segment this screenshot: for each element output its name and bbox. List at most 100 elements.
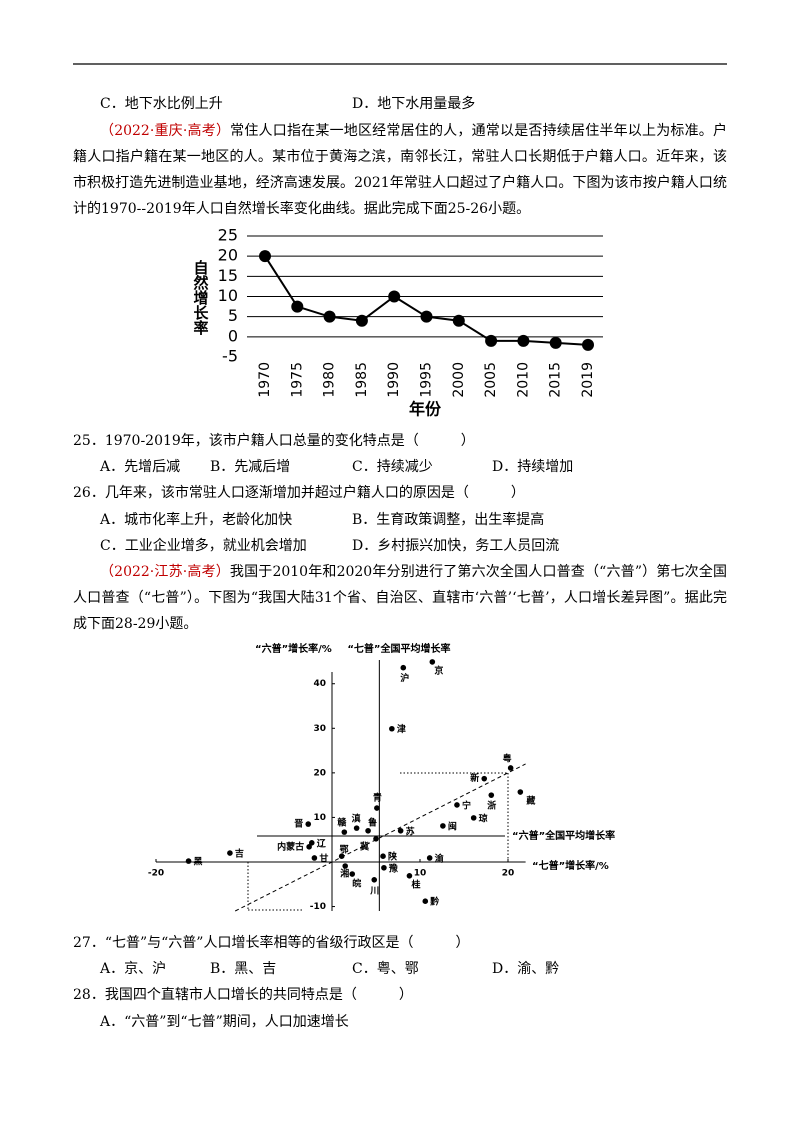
y-tick-label: 20 [218, 246, 238, 265]
data-point [380, 853, 386, 859]
data-point [381, 864, 387, 871]
option: C．地下水比例上升 [100, 96, 223, 112]
point-label: 滇 [352, 813, 361, 825]
x-tick-label: 1985 [354, 362, 370, 398]
option: C．工业企业增多，就业机会增加 [100, 538, 307, 554]
point-label: 甘 [319, 852, 328, 864]
y-tick-label: 15 [218, 266, 238, 285]
y-tick-label: 10 [218, 286, 238, 305]
point-label: 豫 [389, 862, 398, 874]
data-point [488, 792, 495, 798]
point-label: 青 [373, 792, 382, 804]
point-label: 冀 [360, 840, 369, 852]
data-point [429, 659, 436, 665]
point-label: 湘 [340, 867, 349, 879]
point-label: 赣 [337, 817, 347, 829]
option: C．持续减少 [352, 459, 433, 475]
passage-text: 我国于2010年和2020年分别进行了第六次全国人口普查（“六普”）第七次全国人… [73, 564, 728, 632]
data-point [388, 290, 401, 303]
passage: （2022·江苏·高考）我国于2010年和2020年分别进行了第六次全国人口普查… [73, 559, 727, 637]
data-point [397, 827, 404, 834]
data-point [400, 664, 407, 671]
point-label: 藏 [526, 795, 535, 807]
point-label: 桂 [410, 878, 420, 890]
x-tick-label: 1995 [419, 362, 435, 398]
data-point [440, 823, 446, 829]
point-label: 吉 [235, 848, 244, 860]
point-label: 鲁 [368, 816, 377, 828]
source: （2022·重庆·高考） [100, 123, 231, 139]
point-label: 晋 [294, 819, 303, 830]
data-point [341, 829, 348, 835]
data-line [264, 255, 589, 346]
data-point [582, 338, 594, 351]
x-tick-label: 1990 [386, 362, 402, 398]
data-point [308, 840, 315, 846]
point-label: 闽 [448, 820, 457, 832]
data-point [406, 872, 413, 879]
point-label: 辽 [317, 837, 327, 849]
option: B．先减后增 [210, 459, 291, 475]
option: C．粤、鄂 [352, 961, 419, 977]
x-tick-label: -20 [148, 868, 164, 878]
x-tick-label: 1975 [289, 362, 305, 398]
question-stem: 28．我国四个直辖市人口增长的共同特点是（ ） [73, 987, 413, 1003]
reference-label: “六普”全国平均增长率 [512, 829, 615, 842]
data-point [549, 336, 562, 349]
data-point [259, 250, 271, 263]
data-point [422, 898, 429, 904]
option: A．城市化率上升，老龄化加快 [100, 512, 293, 528]
x-tick-label: 20 [502, 868, 515, 878]
y-tick-label: -10 [310, 902, 326, 912]
x-tick-label: 2015 [548, 362, 564, 398]
option: A．京、沪 [100, 961, 167, 977]
x-tick-label: 2005 [483, 362, 499, 398]
y-tick-label: 10 [313, 813, 326, 823]
y-tick-label: 20 [313, 768, 326, 778]
y-tick-label: -5 [222, 347, 238, 366]
x-tick-label: 1980 [322, 362, 338, 398]
y-tick-label: 0 [228, 326, 238, 345]
question-stem: 26．几年来，该市常驻人口逐渐增加并超过户籍人口的原因是（ ） [73, 485, 525, 501]
x-tick-label: 1970 [257, 362, 273, 398]
data-point [338, 853, 345, 859]
point-label: 浙 [487, 800, 496, 812]
data-point [452, 314, 465, 327]
data-point [311, 855, 318, 861]
source: （2022·江苏·高考） [100, 564, 230, 580]
point-label: 苏 [406, 825, 415, 837]
y-tick-label: 25 [218, 226, 238, 245]
y-tick-label: 40 [313, 679, 326, 689]
data-point [353, 825, 360, 831]
option: D．持续增加 [492, 459, 574, 475]
point-label: 陕 [388, 851, 398, 863]
data-point [517, 334, 530, 347]
reference-label: “七普”全国平均增长率 [347, 642, 450, 655]
point-label: 黑 [194, 857, 203, 868]
y-tick-label: 30 [313, 724, 326, 734]
point-label: 沪 [400, 672, 409, 684]
x-tick-label: 2010 [515, 362, 531, 398]
data-point [373, 836, 379, 842]
data-point [507, 765, 514, 771]
x-tick-label: 10 [414, 868, 427, 878]
x-axis-title: 年份 [409, 400, 442, 419]
option: B．生育政策调整，出生率提高 [352, 512, 545, 528]
point-label: 川 [369, 885, 379, 896]
y-tick-label: 5 [228, 306, 238, 325]
point-label: 皖 [352, 878, 361, 890]
data-point [374, 805, 380, 811]
data-point [227, 850, 233, 856]
point-label: 粤 [503, 752, 512, 764]
data-point [426, 855, 433, 861]
option: B．黑、吉 [210, 961, 277, 977]
point-label: 津 [397, 723, 406, 735]
data-point [291, 300, 304, 313]
point-label: 宁 [462, 799, 471, 811]
question-stem: 27．“七普”与“六普”人口增长率相等的省级行政区是（ ） [73, 935, 470, 951]
data-point [481, 775, 488, 782]
data-point [485, 334, 498, 347]
y-axis-title: 自然增长率 [192, 259, 210, 336]
data-point [420, 310, 433, 323]
